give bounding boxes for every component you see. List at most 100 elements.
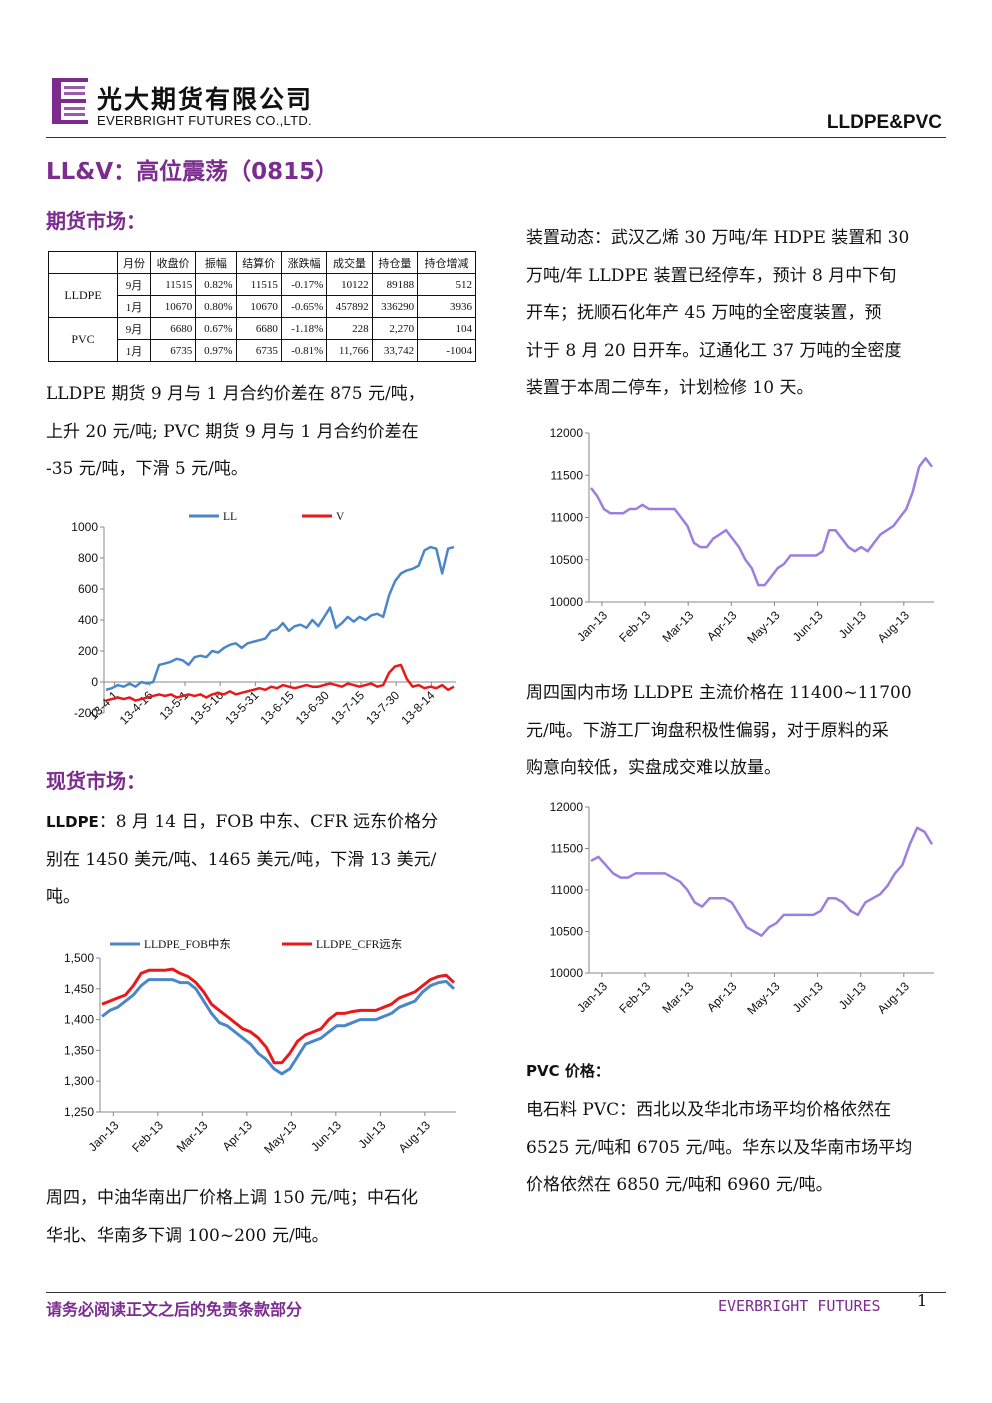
y-tick-label: 12000	[550, 426, 584, 440]
spot-line-3: 吨。	[46, 887, 80, 907]
table-cell: -1004	[417, 339, 476, 362]
footer-brand: EVERBRIGHT FUTURES	[718, 1297, 881, 1315]
x-tick-label: 13-6-15	[258, 688, 297, 727]
device-paragraph: 装置动态：武汉乙烯 30 万吨/年 HDPE 装置和 30 万吨/年 LLDPE…	[526, 220, 946, 408]
table-header-cell: 成交量	[326, 251, 373, 274]
pvc-heading: PVC 价格：	[526, 1062, 610, 1080]
market-line-3: 购意向较低，实盘成交难以放量。	[526, 758, 781, 778]
x-tick-label: 13-7-15	[328, 688, 367, 727]
futures-heading: 期货市场：	[46, 209, 146, 233]
lldpe-label: LLDPE	[46, 813, 99, 831]
table-cell: 10670	[149, 295, 197, 318]
x-tick-label: Mar-13	[660, 979, 697, 1016]
table-cell: 9月	[117, 317, 151, 340]
table-cell: 2,270	[371, 317, 419, 340]
table-product-cell: PVC	[48, 317, 118, 362]
futures-line-2: 上升 20 元/吨; PVC 期货 9 月与 1 月合约价差在	[46, 421, 419, 442]
x-tick-label: 13-8-14	[398, 688, 437, 727]
series-line-1	[101, 978, 456, 1076]
table-row: PVC 9月 6680 0.67% 6680 -1.18% 228 2,270 104	[48, 317, 476, 362]
table-product-cell: LLDPE	[48, 273, 118, 318]
x-tick-label: Mar-13	[660, 608, 697, 645]
x-tick-label: Apr-13	[220, 1118, 256, 1154]
series-line-1	[590, 457, 933, 587]
futures-table: 月份 收盘价 振幅 结算价 涨跌幅 成交量 持仓量 持仓增减 LLDPE 9月 11515 0.82%…	[48, 251, 476, 362]
table-header-cell	[48, 251, 118, 274]
x-tick-label: Apr-13	[704, 979, 740, 1015]
report-title: LL&V：高位震荡（0815）	[46, 159, 339, 185]
y-tick-label: 12000	[550, 800, 584, 814]
y-tick-label: 1,450	[64, 982, 94, 996]
device-line-5: 装置于本周二停车，计划检修 10 天。	[526, 378, 814, 398]
x-tick-label: Jul-13	[836, 608, 869, 641]
x-tick-label: May-13	[744, 608, 782, 646]
x-tick-label: Jun-13	[308, 1118, 344, 1154]
x-tick-label: 13-7-30	[363, 688, 402, 727]
table-cell: 3936	[417, 295, 476, 318]
company-logo	[52, 78, 88, 124]
table-cell: 11515	[235, 273, 282, 296]
y-tick-label: 0	[91, 675, 98, 689]
table-row: LLDPE 9月 11515 0.82% 11515 -0.17% 10122 89188 51…	[48, 273, 476, 318]
x-tick-label: Jan-13	[574, 979, 610, 1015]
x-tick-label: Jan-13	[86, 1118, 122, 1154]
document-tag: LLDPE&PVC	[826, 112, 942, 133]
spot-heading: 现货市场：	[46, 769, 146, 793]
spot-line-2: 别在 1450 美元/吨、1465 美元/吨，下滑 13 美元/	[46, 849, 437, 870]
spot-paragraph: LLDPE：8 月 14 日，FOB 中东、CFR 远东价格分 别在 1450 …	[46, 804, 470, 917]
x-tick-label: Aug-13	[875, 979, 912, 1016]
y-tick-label: 10000	[550, 966, 584, 980]
legend-label: LL	[223, 511, 237, 523]
y-tick-label: -200	[74, 706, 98, 720]
y-tick-label: 11500	[551, 468, 584, 482]
footer-divider	[46, 1292, 946, 1293]
y-tick-label: 10500	[550, 553, 584, 567]
table-cell: 0.97%	[195, 339, 237, 362]
y-tick-label: 600	[78, 582, 98, 596]
x-tick-label: Jun-13	[790, 608, 826, 644]
spread-chart: 1000 800 600 400 200 0 -200 13-4-1 13-4-16 13-5-1…	[46, 505, 466, 750]
page-number: 1	[917, 1291, 928, 1310]
table-cell: -0.81%	[280, 339, 328, 362]
series-line-1	[105, 545, 455, 692]
legend-label: LLDPE_FOB中东	[144, 938, 231, 951]
table-cell: 457892	[326, 295, 373, 318]
fob-cfr-chart: 1,500 1,450 1,400 1,350 1,300 1,250 Jan-13 Feb-…	[46, 930, 466, 1175]
table-cell: -1.18%	[280, 317, 328, 340]
series-line-2	[101, 967, 456, 1065]
table-row: 1月 10670 0.80% 10670 -0.65% 457892 336290 3936	[49, 295, 476, 318]
table-header-cell: 涨跌幅	[280, 251, 328, 274]
table-header-cell: 振幅	[195, 251, 237, 274]
x-tick-label: Feb-13	[616, 608, 653, 645]
y-tick-label: 800	[78, 551, 98, 565]
table-cell: 0.80%	[195, 295, 237, 318]
table-cell: 11,766	[326, 339, 373, 362]
company-name-cn: 光大期货有限公司	[97, 85, 314, 114]
table-cell: 1月	[117, 295, 151, 318]
table-header-row: 月份 收盘价 振幅 结算价 涨跌幅 成交量 持仓量 持仓增减	[48, 251, 476, 274]
y-tick-label: 11500	[551, 842, 584, 856]
device-line-1: 装置动态：武汉乙烯 30 万吨/年 HDPE 装置和 30	[526, 228, 910, 248]
x-tick-label: Aug-13	[875, 608, 912, 645]
x-tick-label: 13-4-16	[117, 688, 156, 727]
table-cell: 0.82%	[195, 273, 237, 296]
spot-after-line-1: 周四，中油华南出厂价格上调 150 元/吨；中石化	[46, 1188, 418, 1208]
market-line-1: 周四国内市场 LLDPE 主流价格在 11400~11700	[526, 683, 912, 703]
y-tick-label: 1,300	[64, 1074, 94, 1088]
table-header-cell: 月份	[117, 251, 151, 274]
legend-label: LLDPE_CFR远东	[316, 938, 402, 951]
table-header-cell: 持仓增减	[417, 251, 476, 274]
table-cell: 336290	[371, 295, 419, 318]
x-tick-label: Jul-13	[355, 1118, 388, 1151]
pvc-line-1: 电石料 PVC：西北以及华北市场平均价格依然在	[526, 1100, 892, 1120]
x-tick-label: 13-6-30	[293, 688, 332, 727]
table-cell: 1月	[117, 339, 151, 362]
y-tick-label: 400	[78, 613, 98, 627]
x-tick-label: May-13	[744, 979, 782, 1017]
table-cell: 104	[417, 317, 476, 340]
table-cell: 9月	[117, 273, 151, 296]
x-tick-label: Mar-13	[174, 1118, 211, 1155]
